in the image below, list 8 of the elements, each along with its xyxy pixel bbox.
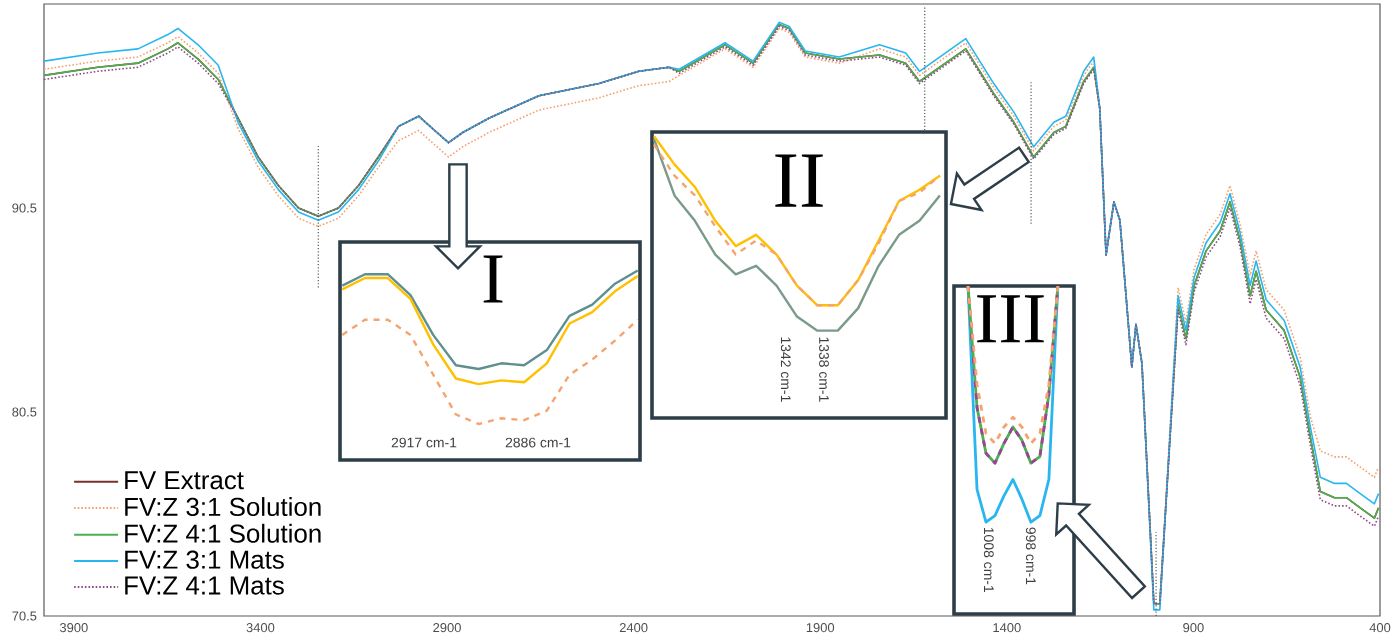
legend-label: FV:Z 3:1 Solution <box>125 497 321 517</box>
legend-label: FV:Z 3:1 Mats <box>125 550 284 569</box>
legend-label: FV Extract <box>125 471 244 490</box>
legend-label: FV:Z 4:1 Mats <box>125 576 284 595</box>
chart-title: III <box>977 295 1044 343</box>
legend-label: FV:Z 4:1 Solution <box>125 523 321 543</box>
chart-title: II <box>775 154 823 207</box>
chart-title: I <box>483 255 503 303</box>
